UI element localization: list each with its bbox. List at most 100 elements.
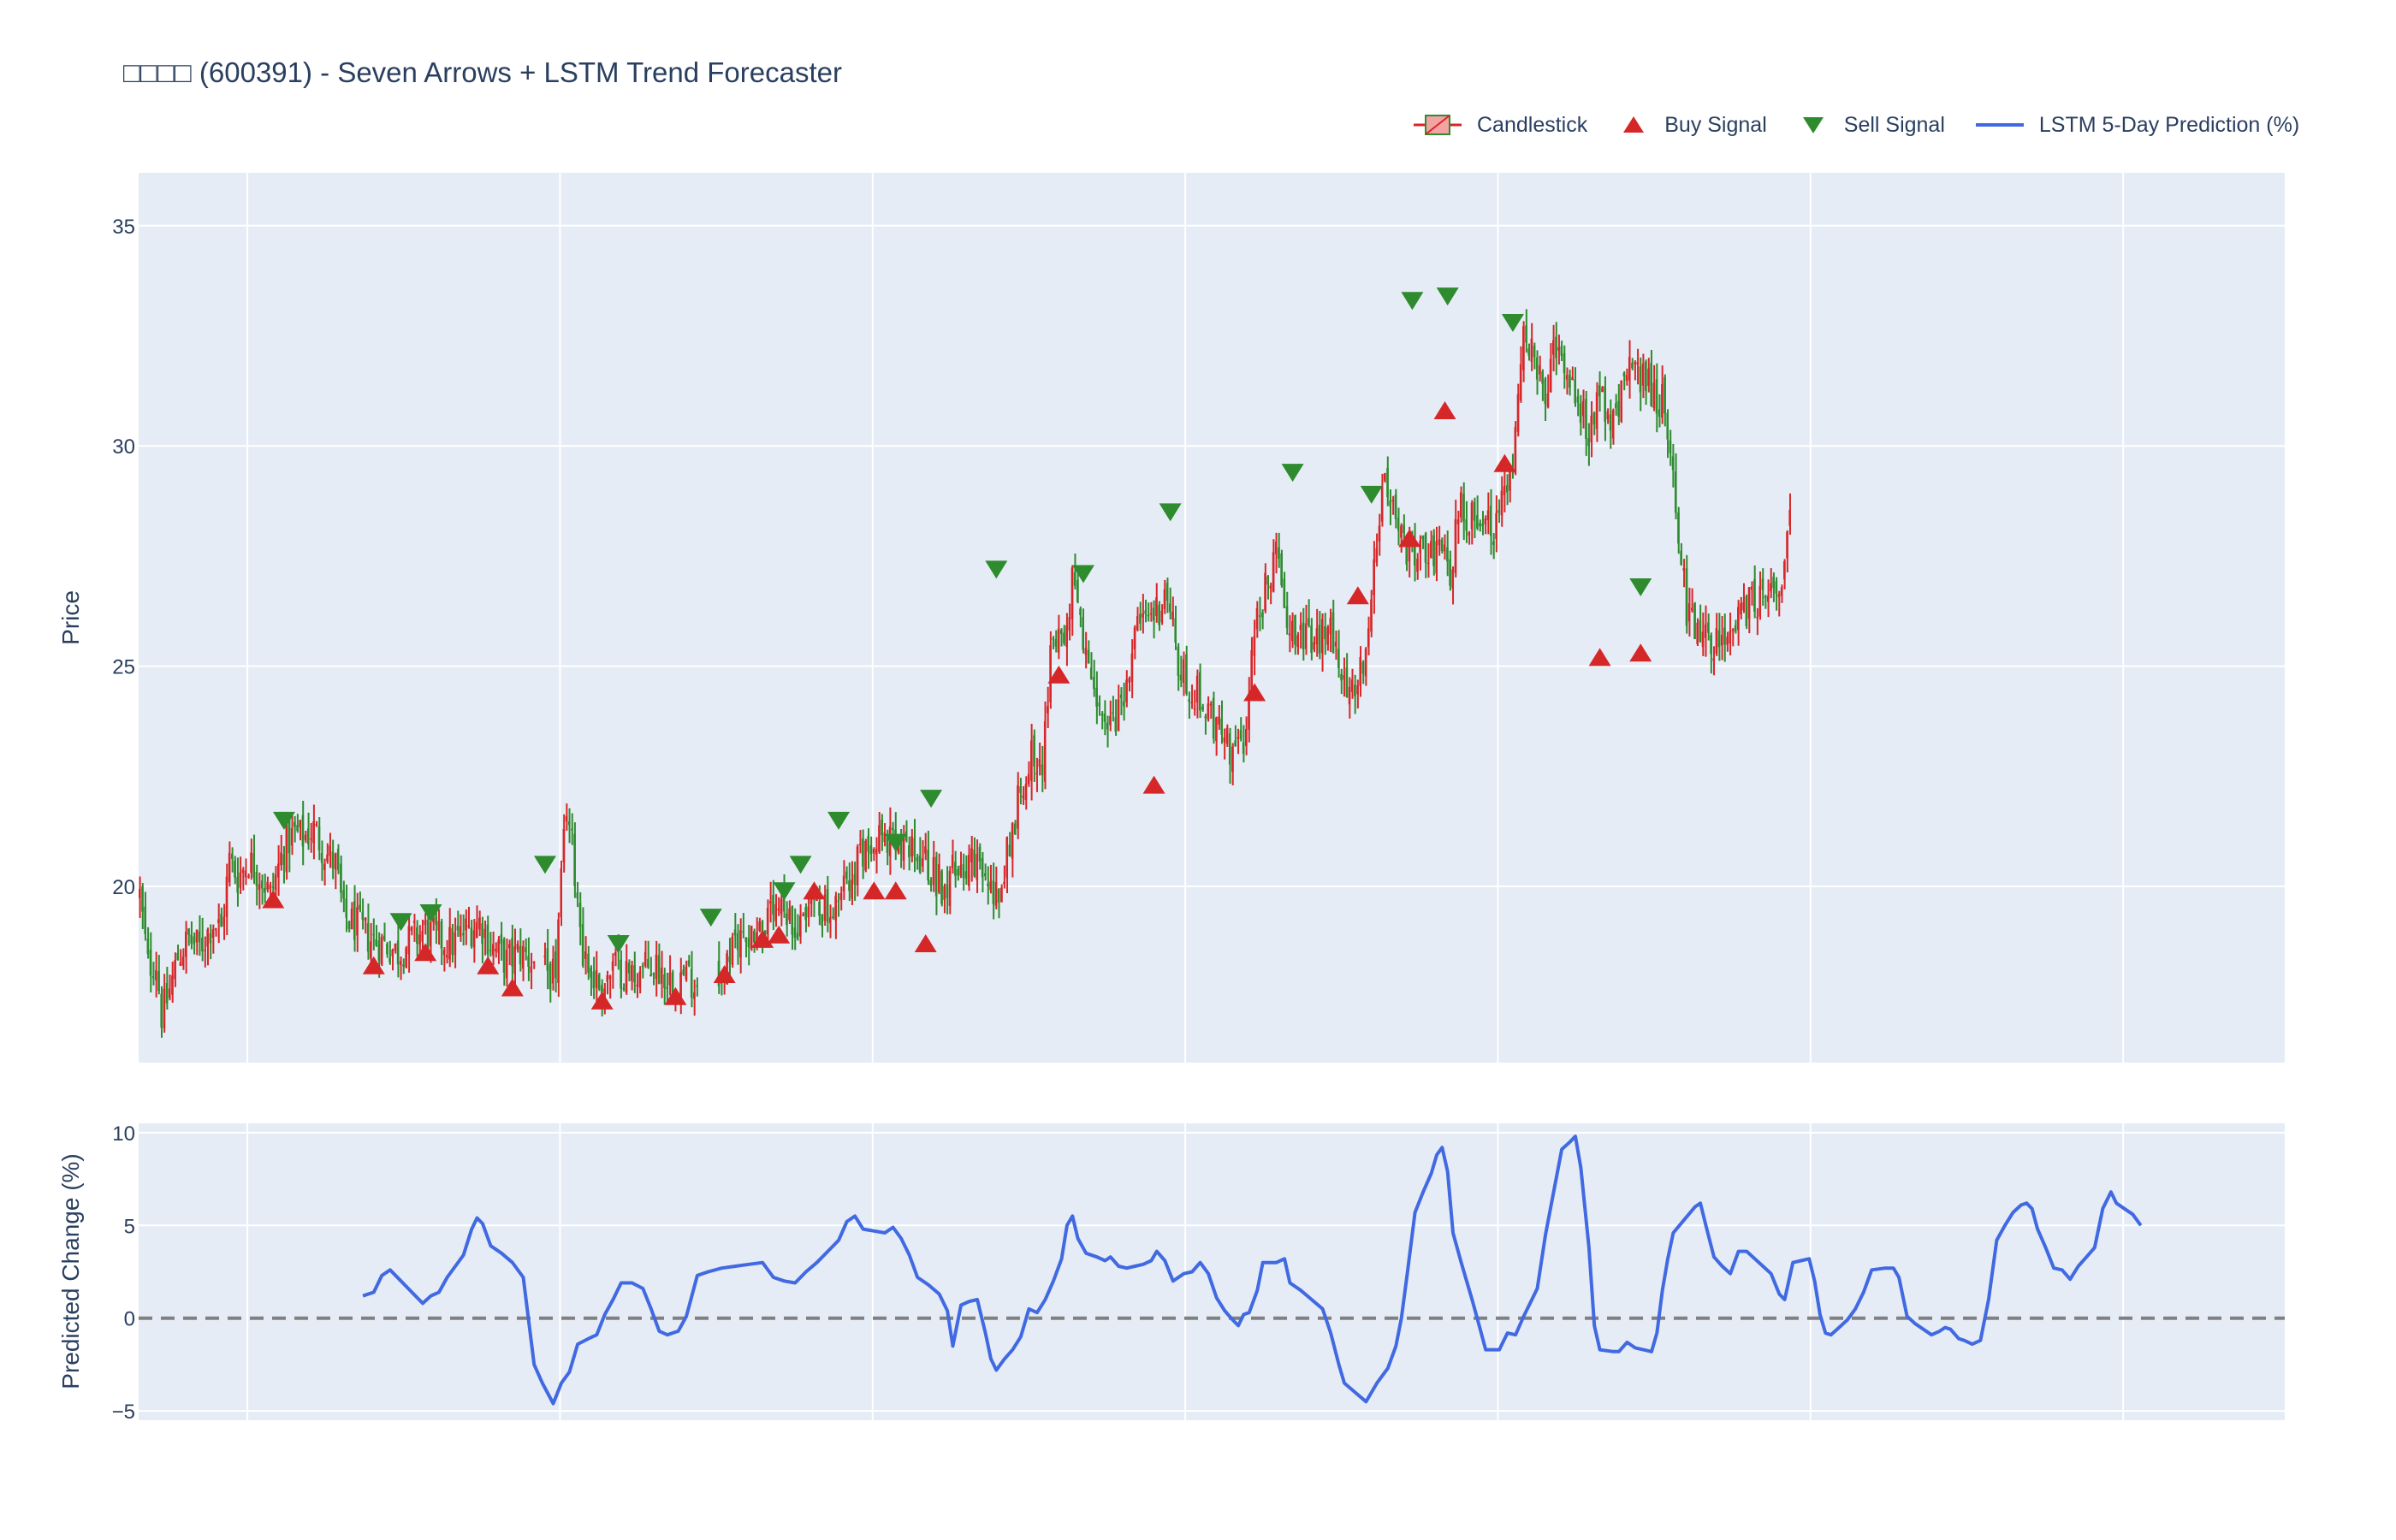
candle-body [440,921,443,949]
buy-signal-marker [914,933,937,952]
legend[interactable]: Candlestick Buy Signal Sell Signal LSTM … [1412,108,2299,142]
candle-body [1617,400,1620,418]
candle-body [1449,559,1451,586]
candle-body [782,891,786,912]
candle-body [151,976,155,979]
candle-body [1770,583,1772,592]
candle-body [1579,403,1582,424]
candle-body [1245,728,1248,747]
candle-body [1019,786,1022,793]
candle-body [848,880,851,891]
candle-body [475,921,478,939]
candle-body [555,951,557,979]
candle-body [1601,387,1604,393]
candle-body [1059,630,1063,634]
candle-body [1193,708,1196,710]
candle-body [250,852,252,874]
candle-body [1691,607,1693,611]
candle-body [1766,595,1770,602]
prediction-panel-background [139,1123,2285,1420]
prediction-y-tick-label: −5 [112,1401,135,1424]
candle-body [1592,412,1596,425]
candle-body [590,967,592,978]
candle-body [1008,844,1011,856]
candle-body [1123,701,1125,707]
candle-body [1484,518,1487,525]
candle-body [437,921,441,931]
candle-body [1084,648,1088,655]
candle-body [1413,541,1416,566]
candle-body [1188,699,1190,702]
candle-body [1535,357,1539,380]
candle-body [209,933,212,944]
sell-signal-marker [1436,287,1459,306]
candle-body [1035,773,1038,775]
candle-body [141,886,144,912]
candle-body [1354,684,1356,696]
candle-body [987,883,989,887]
candle-body [1264,572,1266,611]
candle-body [832,916,834,919]
candle-body [1585,399,1587,440]
buy-signal-marker [1346,586,1369,605]
candle-body [1666,412,1669,440]
candle-body [682,969,685,975]
candle-body [994,881,998,906]
candle-body [462,933,465,936]
candle-body [1331,612,1335,654]
candle-body [1574,379,1576,404]
candle-body [1671,456,1675,471]
candle-body [1641,364,1645,386]
buy-signal-series [262,401,1652,1010]
candle-body [372,933,375,936]
candle-body [1715,628,1718,654]
candle-body [500,934,503,945]
candle-body [834,896,837,921]
candle-body [442,950,446,956]
candle-body [1027,773,1030,785]
candle-body [290,828,294,846]
candle-body [1541,371,1544,384]
candle-body [179,962,182,966]
candle-body [842,875,845,891]
candle-body [334,853,337,870]
candle-body [1750,586,1753,590]
candle-body [962,864,965,878]
sell-signal-marker [272,811,295,830]
candle-body [571,828,573,831]
candle-body [1133,627,1136,649]
candle-body [1687,603,1691,622]
candle-body [1049,645,1052,702]
candle-body [717,960,721,986]
candle-body [1780,587,1783,596]
candle-body [274,874,277,891]
candle-body [1486,510,1490,521]
candle-body [532,961,536,963]
legend-item-candlestick[interactable]: Candlestick [1412,110,1587,139]
candle-body [756,932,758,945]
candle-body [1266,576,1269,585]
sell-signal-marker [1071,565,1094,583]
candle-body [1013,823,1017,835]
candle-body [1405,536,1409,565]
candle-body [984,873,987,877]
candle-body [1375,548,1379,563]
candle-body [1294,615,1296,645]
candle-body [1661,384,1664,418]
buy-signal-marker [803,881,826,900]
legend-item-sell[interactable]: Sell Signal [1796,112,1945,138]
candle-body [456,926,460,931]
candle-body [364,917,367,921]
candle-body [560,868,562,918]
candle-body [1017,785,1019,829]
candle-body [1788,509,1791,526]
candle-body [1112,712,1114,714]
candle-body [1095,687,1098,707]
candle-body [260,880,264,889]
candle-body [1144,610,1148,614]
legend-item-buy[interactable]: Buy Signal [1616,112,1767,138]
candle-body [1500,490,1503,516]
lstm-prediction-line [362,1134,2143,1406]
legend-item-lstm[interactable]: LSTM 5-Day Prediction (%) [1974,112,2299,138]
